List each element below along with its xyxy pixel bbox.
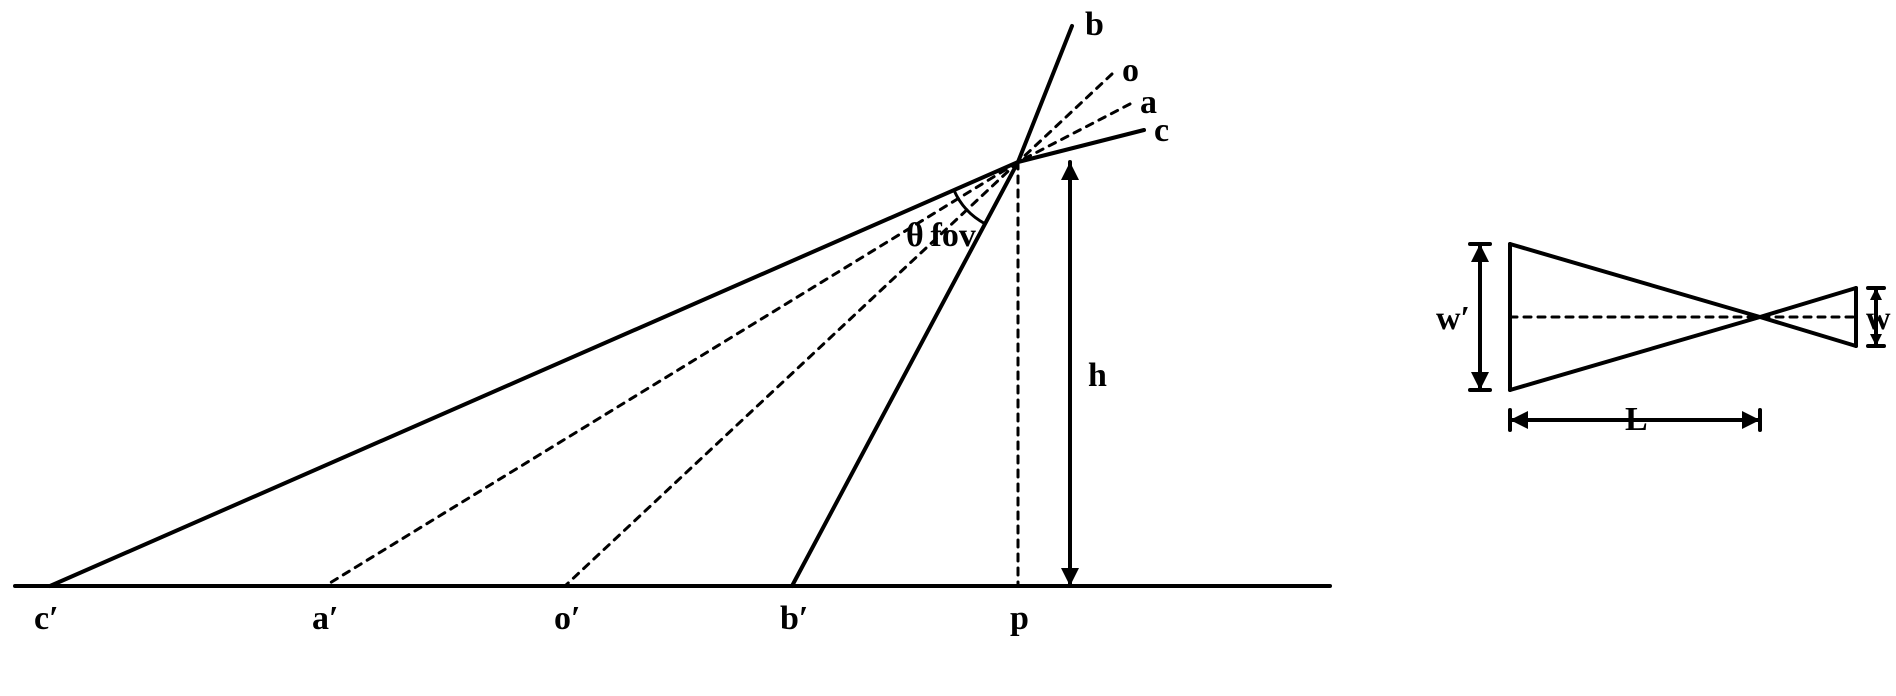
- label-o: o: [1122, 52, 1139, 90]
- main-diagram: [15, 26, 1330, 586]
- label-theta-fov: θ fov: [906, 217, 976, 255]
- label-o-prime: o′: [554, 600, 581, 638]
- label-a-prime: a′: [312, 600, 339, 638]
- label-p: p: [1010, 600, 1029, 638]
- side-diagram: [1470, 244, 1884, 430]
- label-w-prime: w′: [1436, 300, 1470, 338]
- label-L: L: [1625, 401, 1648, 439]
- label-b-prime: b′: [780, 600, 808, 638]
- diagram-canvas: [0, 0, 1896, 696]
- label-h: h: [1088, 357, 1107, 395]
- label-b: b: [1085, 6, 1104, 44]
- label-c: c: [1154, 112, 1169, 150]
- label-w: w: [1866, 300, 1891, 338]
- label-c-prime: c′: [34, 600, 59, 638]
